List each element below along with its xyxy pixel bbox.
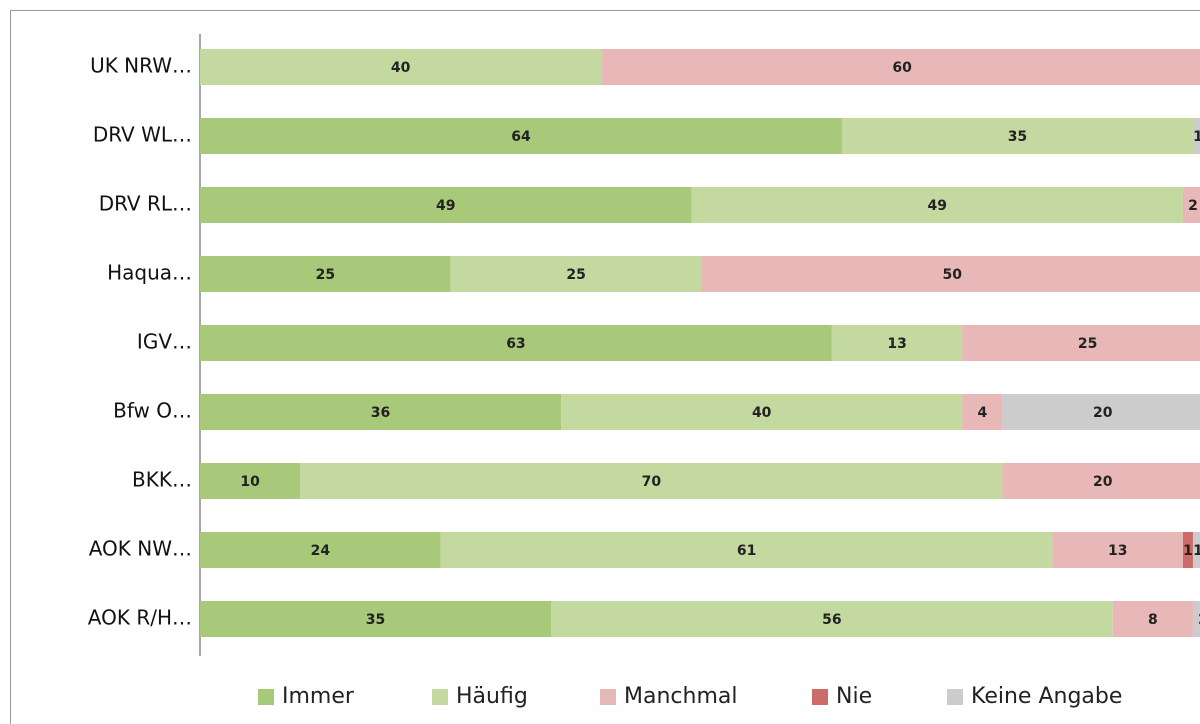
- data-label: 63: [506, 336, 525, 352]
- data-label: 40: [391, 60, 411, 76]
- y-tick-label: AOK R/H…: [88, 606, 192, 630]
- y-tick-label: AOK NW…: [89, 537, 192, 561]
- bar-segment: [1182, 532, 1193, 568]
- data-label: 24: [311, 543, 331, 559]
- bar-segment: [450, 256, 702, 292]
- data-label: 1: [1193, 129, 1200, 145]
- legend-swatch: [812, 689, 828, 705]
- data-label: 35: [1008, 129, 1027, 145]
- bar-segment: [962, 394, 1003, 430]
- legend-label: Keine Angabe: [971, 684, 1122, 709]
- bar-segment: [200, 601, 552, 637]
- bar-segment: [200, 187, 692, 223]
- data-label: 36: [371, 405, 390, 421]
- bar-segment: [1052, 532, 1183, 568]
- data-label: 8: [1148, 612, 1158, 628]
- legend-swatch: [947, 689, 963, 705]
- bar-segment: [601, 49, 1200, 85]
- data-label: 4: [977, 405, 987, 421]
- bar-segment: [841, 118, 1193, 154]
- data-label: 40: [752, 405, 772, 421]
- data-label: 13: [1108, 543, 1127, 559]
- legend-swatch: [432, 689, 448, 705]
- y-tick-label: BKK…: [132, 468, 192, 492]
- y-tick-label: DRV RL…: [99, 192, 192, 216]
- bar-segment: [831, 325, 963, 361]
- legend-label: Nie: [836, 684, 872, 709]
- data-label: 60: [892, 60, 912, 76]
- data-label: 2: [1188, 198, 1198, 214]
- bar-segment: [200, 325, 832, 361]
- bar-segment: [1192, 118, 1200, 154]
- y-tick-label: Haqua…: [107, 261, 192, 285]
- data-label: 70: [642, 474, 662, 490]
- bar-segment: [440, 532, 1053, 568]
- bar-segment: [300, 463, 1003, 499]
- data-label: 2: [1198, 612, 1200, 628]
- bar-segment: [1002, 394, 1200, 430]
- data-label: 25: [316, 267, 335, 283]
- legend-swatch: [258, 689, 274, 705]
- bar-segment: [962, 325, 1200, 361]
- data-label: 1: [1183, 543, 1193, 559]
- data-label: 61: [737, 543, 756, 559]
- data-label: 49: [927, 198, 946, 214]
- data-label: 1: [1193, 543, 1200, 559]
- bar-segment: [200, 256, 451, 292]
- y-tick-label: IGV…: [137, 330, 192, 354]
- bar-segment: [561, 394, 963, 430]
- data-label: 20: [1093, 405, 1113, 421]
- y-tick-label: DRV WL…: [93, 123, 192, 147]
- data-label: 10: [240, 474, 260, 490]
- bar-segment: [200, 49, 602, 85]
- legend-swatch: [600, 689, 616, 705]
- legend-label: Manchmal: [624, 684, 737, 709]
- bar-segment: [200, 118, 842, 154]
- bar-segment: [1192, 532, 1200, 568]
- legend-label: Häufig: [456, 684, 528, 709]
- data-label: 49: [436, 198, 455, 214]
- bar-segment: [1182, 187, 1200, 223]
- data-label: 64: [511, 129, 531, 145]
- bar-segment: [691, 187, 1183, 223]
- data-label: 25: [1078, 336, 1097, 352]
- y-tick-label: Bfw O…: [113, 399, 192, 423]
- chart-border: [10, 10, 1200, 724]
- bar-segment: [701, 256, 1200, 292]
- legend-label: Immer: [282, 684, 355, 709]
- data-label: 13: [887, 336, 906, 352]
- data-label: 20: [1093, 474, 1113, 490]
- y-tick-label: UK NRW…: [90, 54, 192, 78]
- bar-segment: [1112, 601, 1193, 637]
- data-label: 56: [822, 612, 841, 628]
- data-label: 35: [366, 612, 385, 628]
- bar-segment: [1002, 463, 1200, 499]
- bar-segment: [551, 601, 1113, 637]
- data-label: 50: [943, 267, 963, 283]
- bar-segment: [200, 394, 562, 430]
- bar-segment: [1192, 601, 1200, 637]
- data-label: 25: [566, 267, 585, 283]
- bar-segment: [200, 532, 441, 568]
- bar-segment: [200, 463, 301, 499]
